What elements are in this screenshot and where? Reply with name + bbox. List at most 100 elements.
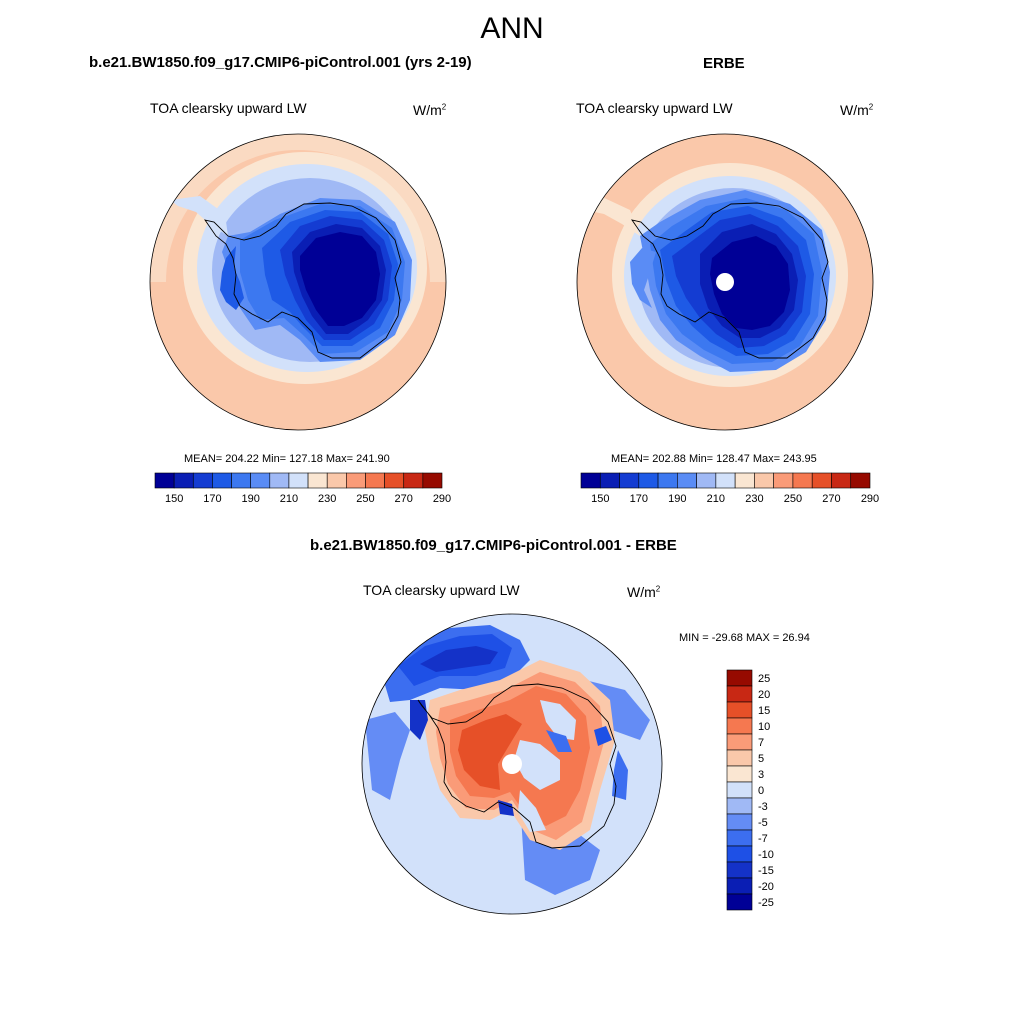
colorbar-model-swatch [422,472,443,489]
colorbar-difference-tick-label: 7 [758,737,764,749]
colorbar-model-tick-label: 150 [165,493,183,505]
map-difference-coastline [417,683,617,849]
colorbar-erbe-tick-label: 250 [784,493,802,505]
colorbar-model-tick-label: 250 [356,493,374,505]
colorbar-difference-swatch [726,877,753,895]
panel2-stats: MEAN= 202.88 Min= 128.47 Max= 243.95 [611,453,817,465]
colorbar-difference-swatch [726,765,753,783]
colorbar-model-tick-label: 290 [433,493,451,505]
colorbar-erbe-swatch [619,472,640,489]
panel1-title: b.e21.BW1850.f09_g17.CMIP6-piControl.001… [89,54,472,71]
colorbar-difference-tick-label: -7 [758,833,768,845]
colorbar-erbe-tick-label: 230 [745,493,763,505]
colorbar-model-swatch [231,472,251,489]
figure-title: ANN [480,12,544,45]
colorbar-model-tick-label: 230 [318,493,336,505]
map-erbe-pole-hole [716,273,734,291]
colorbar-difference-tick-label: 5 [758,753,764,765]
colorbar-erbe-tick-label: 190 [668,493,686,505]
colorbar-erbe-tick-label: 270 [822,493,840,505]
colorbar-difference-tick-label: 15 [758,705,770,717]
colorbar-difference-tick-label: -10 [758,849,774,861]
colorbar-difference-tick-label: -25 [758,897,774,909]
panel3-title: b.e21.BW1850.f09_g17.CMIP6-piControl.001… [310,537,677,554]
panel2-title: ERBE [703,55,745,72]
colorbar-erbe-tick-label: 290 [861,493,879,505]
panel3-units: W/m2 [627,584,661,600]
panel3-variable-label: TOA clearsky upward LW [363,582,520,598]
colorbar-difference-swatch [726,797,753,815]
colorbar-erbe-swatch [792,472,813,489]
panel1-variable-label: TOA clearsky upward LW [150,100,307,116]
colorbar-model-tick-label: 170 [203,493,221,505]
colorbar-difference-swatch [726,733,753,751]
colorbar-difference: 25 20 15 10 7 5 3 0 -3 -5 -7 -10 -15 -20 -25 [726,669,774,911]
colorbar-erbe-swatch [638,472,659,489]
colorbar-erbe-swatch [677,472,697,489]
map-erbe-boundary [576,133,874,431]
colorbar-difference-tick-label: -3 [758,801,768,813]
colorbar-erbe-tick-label: 150 [591,493,609,505]
panel1-units: W/m2 [413,102,447,118]
colorbar-model-swatch [365,472,385,489]
colorbar-erbe-swatch [811,472,832,489]
colorbar-model-swatch [307,472,328,489]
colorbar-difference-swatch [726,861,753,879]
map-model-boundary [149,133,447,431]
colorbar-erbe: 150 170 190 210 230 250 270 290 [580,472,879,505]
colorbar-erbe-tick-label: 170 [630,493,648,505]
colorbar-difference-swatch [726,669,753,687]
colorbar-erbe-swatch [715,472,736,489]
map-difference-pole-hole [502,754,522,774]
colorbar-erbe-swatch [773,472,794,489]
colorbar-erbe-swatch [657,472,678,489]
map-erbe-coastline [630,202,829,359]
colorbar-erbe-swatch [850,472,871,489]
colorbar-model-swatch [212,472,232,489]
colorbar-difference-tick-label: 10 [758,721,770,733]
colorbar-erbe-swatch [734,472,755,489]
colorbar-model: 150 170 190 210 230 250 270 290 [154,472,451,505]
colorbar-difference-swatch [726,701,753,719]
panel3-stats: MIN = -29.68 MAX = 26.94 [679,632,810,644]
colorbar-erbe-swatch [754,472,774,489]
colorbar-model-swatch [154,472,175,489]
colorbar-difference-swatch [726,717,753,735]
panel1-stats: MEAN= 204.22 Min= 127.18 Max= 241.90 [184,453,390,465]
colorbar-difference-swatch [726,781,753,799]
colorbar-model-swatch [326,472,347,489]
colorbar-model-tick-label: 190 [241,493,259,505]
colorbar-difference-tick-label: 0 [758,785,764,797]
colorbar-erbe-swatch [599,472,620,489]
colorbar-model-swatch [192,472,213,489]
colorbar-difference-swatch [726,813,753,831]
colorbar-model-tick-label: 270 [395,493,413,505]
colorbar-difference-tick-label: 20 [758,689,770,701]
colorbar-difference-swatch [726,829,753,847]
colorbar-difference-swatch [726,845,753,863]
colorbar-difference-swatch [726,685,753,703]
colorbar-difference-tick-label: 25 [758,673,770,685]
colorbar-difference-tick-label: -15 [758,865,774,877]
colorbar-model-swatch [403,472,424,489]
colorbar-erbe-swatch [696,472,717,489]
colorbar-difference-tick-label: 3 [758,769,764,781]
map-model [150,134,446,430]
colorbar-model-swatch [346,472,366,489]
map-model-coastline [203,202,402,359]
colorbar-model-swatch [269,472,290,489]
colorbar-model-swatch [384,472,405,489]
colorbar-erbe-swatch [831,472,852,489]
colorbar-difference-tick-label: -20 [758,881,774,893]
panel2-units: W/m2 [840,102,874,118]
panel2-variable-label: TOA clearsky upward LW [576,100,733,116]
colorbar-difference-swatch [726,749,753,767]
colorbar-difference-tick-label: -5 [758,817,768,829]
colorbar-difference-swatch [726,893,753,911]
colorbar-model-swatch [250,472,271,489]
colorbar-model-swatch [173,472,194,489]
colorbar-model-swatch [288,472,309,489]
colorbar-erbe-tick-label: 210 [707,493,725,505]
colorbar-model-tick-label: 210 [280,493,298,505]
